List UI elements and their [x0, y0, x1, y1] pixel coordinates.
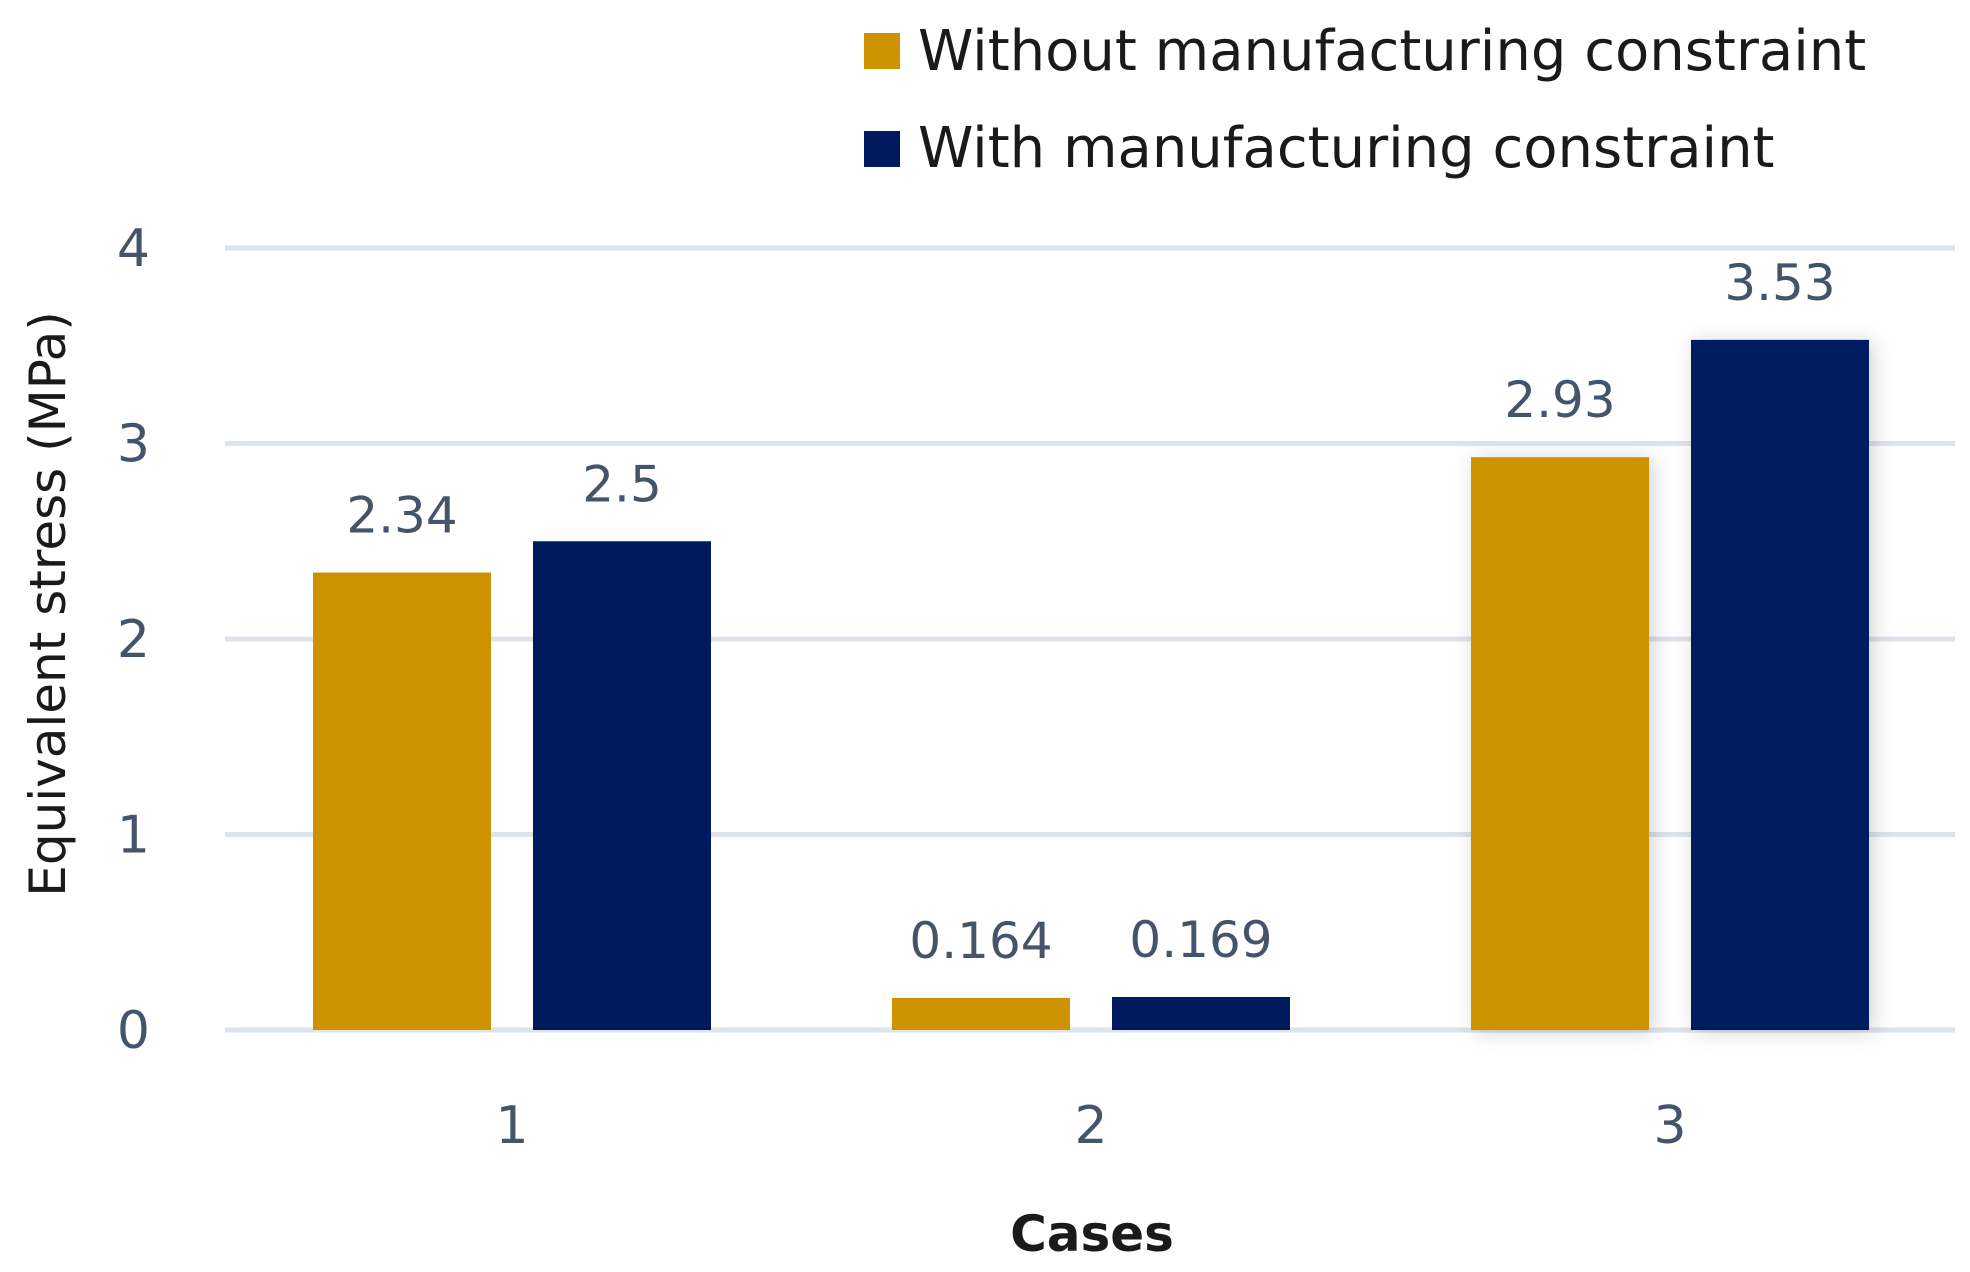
x-axis-title: Cases — [1010, 1205, 1174, 1263]
y-tick-label-4: 4 — [117, 219, 150, 279]
legend-item-with-constraint[interactable]: With manufacturing constraint — [864, 116, 1775, 181]
y-tick-label-2: 2 — [117, 610, 150, 670]
legend-swatch-without-constraint — [864, 33, 900, 69]
y-tick-label-0: 0 — [117, 1001, 150, 1061]
x-tick-label-2: 2 — [1074, 1096, 1107, 1156]
data-label-series2-case-2: 0.169 — [1129, 911, 1272, 969]
data-label-series1-case-1: 2.34 — [346, 487, 457, 545]
data-label-series1-case-3: 2.93 — [1504, 371, 1615, 429]
x-tick-label-1: 1 — [495, 1096, 528, 1156]
x-tick-label-3: 3 — [1653, 1096, 1686, 1156]
legend: Without manufacturing constraint With ma… — [864, 19, 1866, 181]
bar-series2-case-3[interactable] — [1691, 339, 1869, 1030]
legend-item-without-constraint[interactable]: Without manufacturing constraint — [864, 19, 1866, 84]
bar-series1-case-2[interactable] — [892, 997, 1070, 1030]
data-label-series2-case-1: 2.5 — [582, 455, 662, 513]
legend-swatch-with-constraint — [864, 131, 900, 167]
bar-series1-case-3[interactable] — [1471, 457, 1649, 1030]
bar-series2-case-2[interactable] — [1112, 996, 1290, 1030]
gridlines — [225, 245, 1955, 1033]
y-tick-label-1: 1 — [117, 806, 150, 866]
bars — [313, 339, 1869, 1030]
data-labels: 2.34 2.5 0.164 0.169 2.93 3.53 — [346, 254, 1835, 970]
data-label-series1-case-2: 0.164 — [909, 912, 1052, 970]
y-axis-ticks: 0 1 2 3 4 — [117, 219, 150, 1061]
data-label-series2-case-3: 3.53 — [1724, 254, 1835, 312]
bar-series2-case-1[interactable] — [533, 541, 711, 1030]
legend-label-with-constraint: With manufacturing constraint — [918, 116, 1775, 181]
x-axis-ticks: 1 2 3 — [495, 1096, 1686, 1156]
y-axis-title: Equivalent stress (MPa) — [19, 311, 77, 897]
legend-label-without-constraint: Without manufacturing constraint — [918, 19, 1866, 84]
y-tick-label-3: 3 — [117, 415, 150, 475]
bar-series1-case-1[interactable] — [313, 572, 491, 1030]
